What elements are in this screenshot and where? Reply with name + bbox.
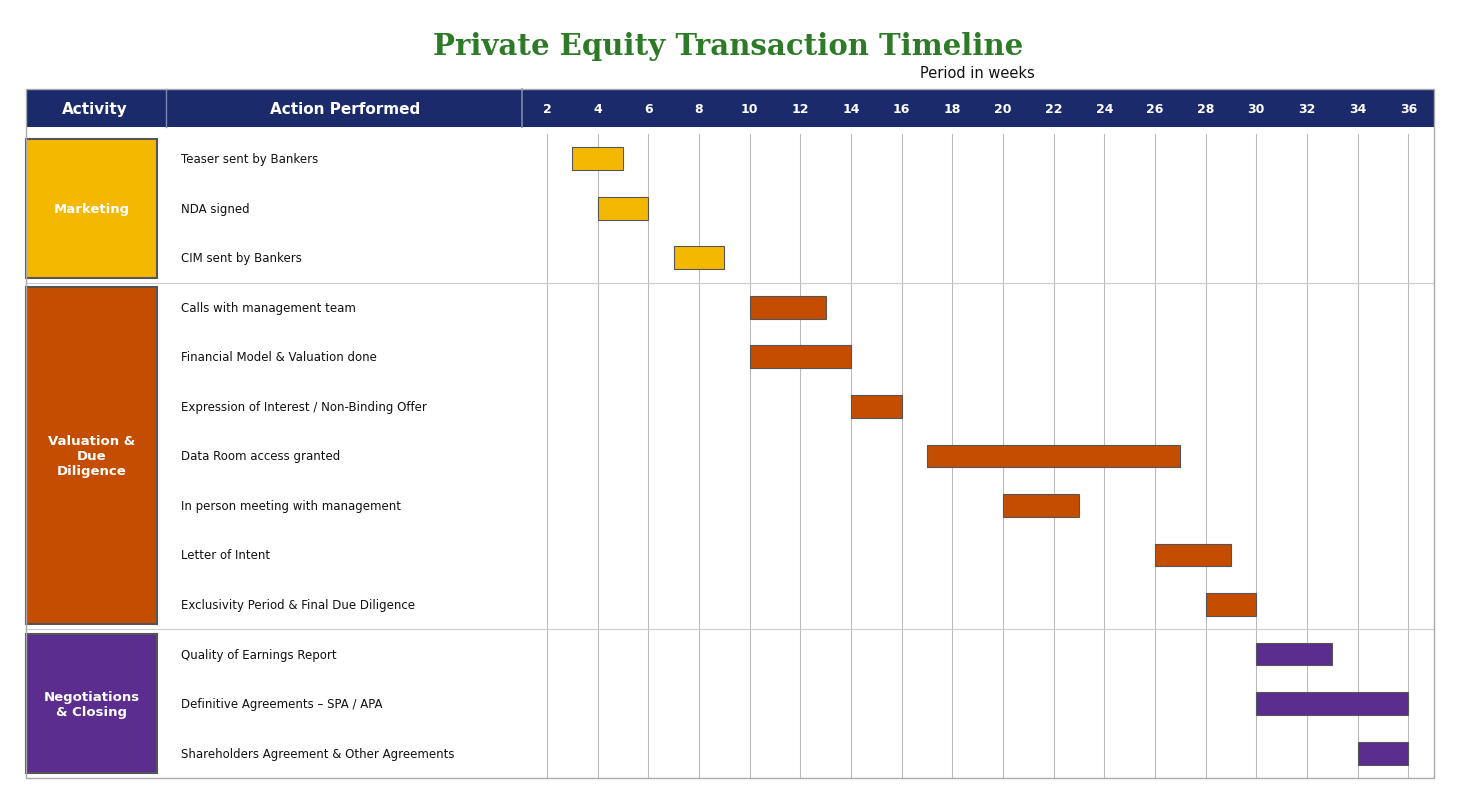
Text: 12: 12 <box>791 103 809 115</box>
Text: Definitive Agreements – SPA / APA: Definitive Agreements – SPA / APA <box>181 697 382 711</box>
Text: 22: 22 <box>1045 103 1062 115</box>
Text: Action Performed: Action Performed <box>270 102 421 116</box>
Text: Valuation &
Due
Diligence: Valuation & Due Diligence <box>48 435 136 478</box>
Text: Calls with management team: Calls with management team <box>181 302 356 314</box>
Text: CIM sent by Bankers: CIM sent by Bankers <box>181 252 302 265</box>
Text: Quality of Earnings Report: Quality of Earnings Report <box>181 648 337 661</box>
Text: 6: 6 <box>644 103 653 115</box>
Text: 18: 18 <box>944 103 962 115</box>
Text: Private Equity Transaction Timeline: Private Equity Transaction Timeline <box>433 32 1024 61</box>
Text: 32: 32 <box>1298 103 1316 115</box>
Text: 28: 28 <box>1198 103 1214 115</box>
Bar <box>1002 495 1080 517</box>
Bar <box>26 90 1434 778</box>
Text: 26: 26 <box>1147 103 1164 115</box>
Text: 14: 14 <box>842 103 860 115</box>
Bar <box>1358 742 1409 764</box>
Text: 8: 8 <box>695 103 704 115</box>
Text: NDA signed: NDA signed <box>181 202 249 216</box>
Bar <box>1155 544 1231 567</box>
Bar <box>851 395 902 418</box>
Text: Financial Model & Valuation done: Financial Model & Valuation done <box>181 351 376 364</box>
Text: 16: 16 <box>893 103 911 115</box>
Bar <box>927 445 1180 468</box>
Text: Shareholders Agreement & Other Agreements: Shareholders Agreement & Other Agreement… <box>181 747 455 759</box>
Bar <box>26 140 157 278</box>
Bar <box>673 247 724 269</box>
Bar <box>26 135 1434 778</box>
Text: Expression of Interest / Non-Binding Offer: Expression of Interest / Non-Binding Off… <box>181 400 427 413</box>
Bar <box>26 90 1434 128</box>
Text: 30: 30 <box>1247 103 1265 115</box>
Bar <box>749 297 826 319</box>
Bar <box>1256 692 1409 715</box>
Text: Teaser sent by Bankers: Teaser sent by Bankers <box>181 153 318 166</box>
Bar <box>1256 643 1332 666</box>
Bar <box>597 197 648 221</box>
Text: 10: 10 <box>740 103 759 115</box>
Text: Period in weeks: Period in weeks <box>921 67 1034 81</box>
Bar <box>26 288 157 625</box>
Text: Letter of Intent: Letter of Intent <box>181 549 270 561</box>
Bar <box>26 634 157 773</box>
Bar <box>1206 593 1256 616</box>
Text: 4: 4 <box>593 103 602 115</box>
Text: Activity: Activity <box>61 102 128 116</box>
Text: Data Room access granted: Data Room access granted <box>181 450 339 463</box>
Bar <box>749 346 851 369</box>
Text: In person meeting with management: In person meeting with management <box>181 500 401 512</box>
Text: Marketing: Marketing <box>54 202 130 216</box>
Bar <box>573 148 624 171</box>
Text: 20: 20 <box>994 103 1011 115</box>
Text: Negotiations
& Closing: Negotiations & Closing <box>44 690 140 718</box>
Text: 24: 24 <box>1096 103 1113 115</box>
Text: 34: 34 <box>1349 103 1367 115</box>
Text: Exclusivity Period & Final Due Diligence: Exclusivity Period & Final Due Diligence <box>181 598 415 611</box>
Text: 2: 2 <box>542 103 551 115</box>
Text: 36: 36 <box>1400 103 1418 115</box>
